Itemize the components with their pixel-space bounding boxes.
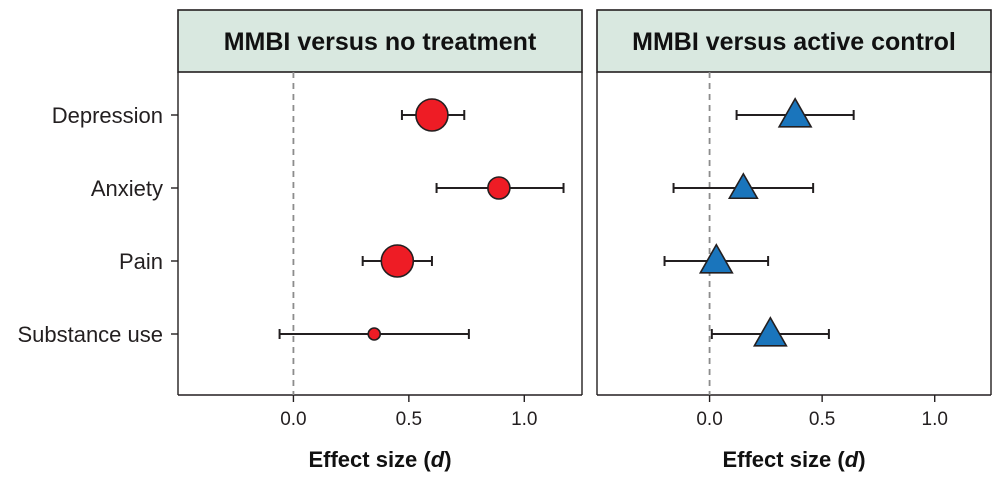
x-axis-label-suffix: )	[444, 447, 451, 472]
x-tick-label: 0.0	[280, 409, 306, 430]
point-substance-use	[367, 327, 382, 341]
category-label: Substance use	[17, 322, 163, 347]
point-pain	[698, 243, 734, 274]
panel-active-control: MMBI versus active control 0.0 0.5 1.0 Effec…	[596, 9, 992, 472]
x-tick-label: 0.5	[396, 409, 422, 430]
panel-title: MMBI versus active control	[632, 28, 956, 56]
panel-header	[596, 9, 992, 73]
point-depression	[777, 97, 813, 128]
point-anxiety	[727, 172, 759, 200]
x-axis-label-symbol: d	[845, 447, 859, 472]
point-depression	[415, 98, 449, 132]
x-axis-label-prefix: Effect size (	[722, 447, 845, 472]
category-labels: Depression Anxiety Pain Substance use	[17, 103, 178, 347]
x-tick-label: 0.5	[809, 409, 835, 430]
category-label: Pain	[119, 249, 163, 274]
panel-title: MMBI versus no treatment	[224, 28, 537, 56]
point-substance-use	[752, 316, 788, 347]
x-axis-label: Effect size (d)	[308, 447, 451, 472]
x-tick-label: 0.0	[696, 409, 722, 430]
category-label: Anxiety	[91, 176, 163, 201]
category-label: Depression	[52, 103, 163, 128]
point-anxiety	[487, 176, 511, 200]
x-axis-label-suffix: )	[858, 447, 865, 472]
x-axis-label-prefix: Effect size (	[308, 447, 431, 472]
panel-header	[177, 9, 583, 73]
x-axis-label-symbol: d	[431, 447, 445, 472]
panel-no-treatment: MMBI versus no treatment 0.0 0.5 1.0 Effect …	[177, 9, 583, 472]
point-pain	[380, 244, 415, 278]
x-tick-label: 1.0	[922, 409, 948, 430]
x-tick-label: 1.0	[511, 409, 537, 430]
x-axis-label: Effect size (d)	[722, 447, 865, 472]
